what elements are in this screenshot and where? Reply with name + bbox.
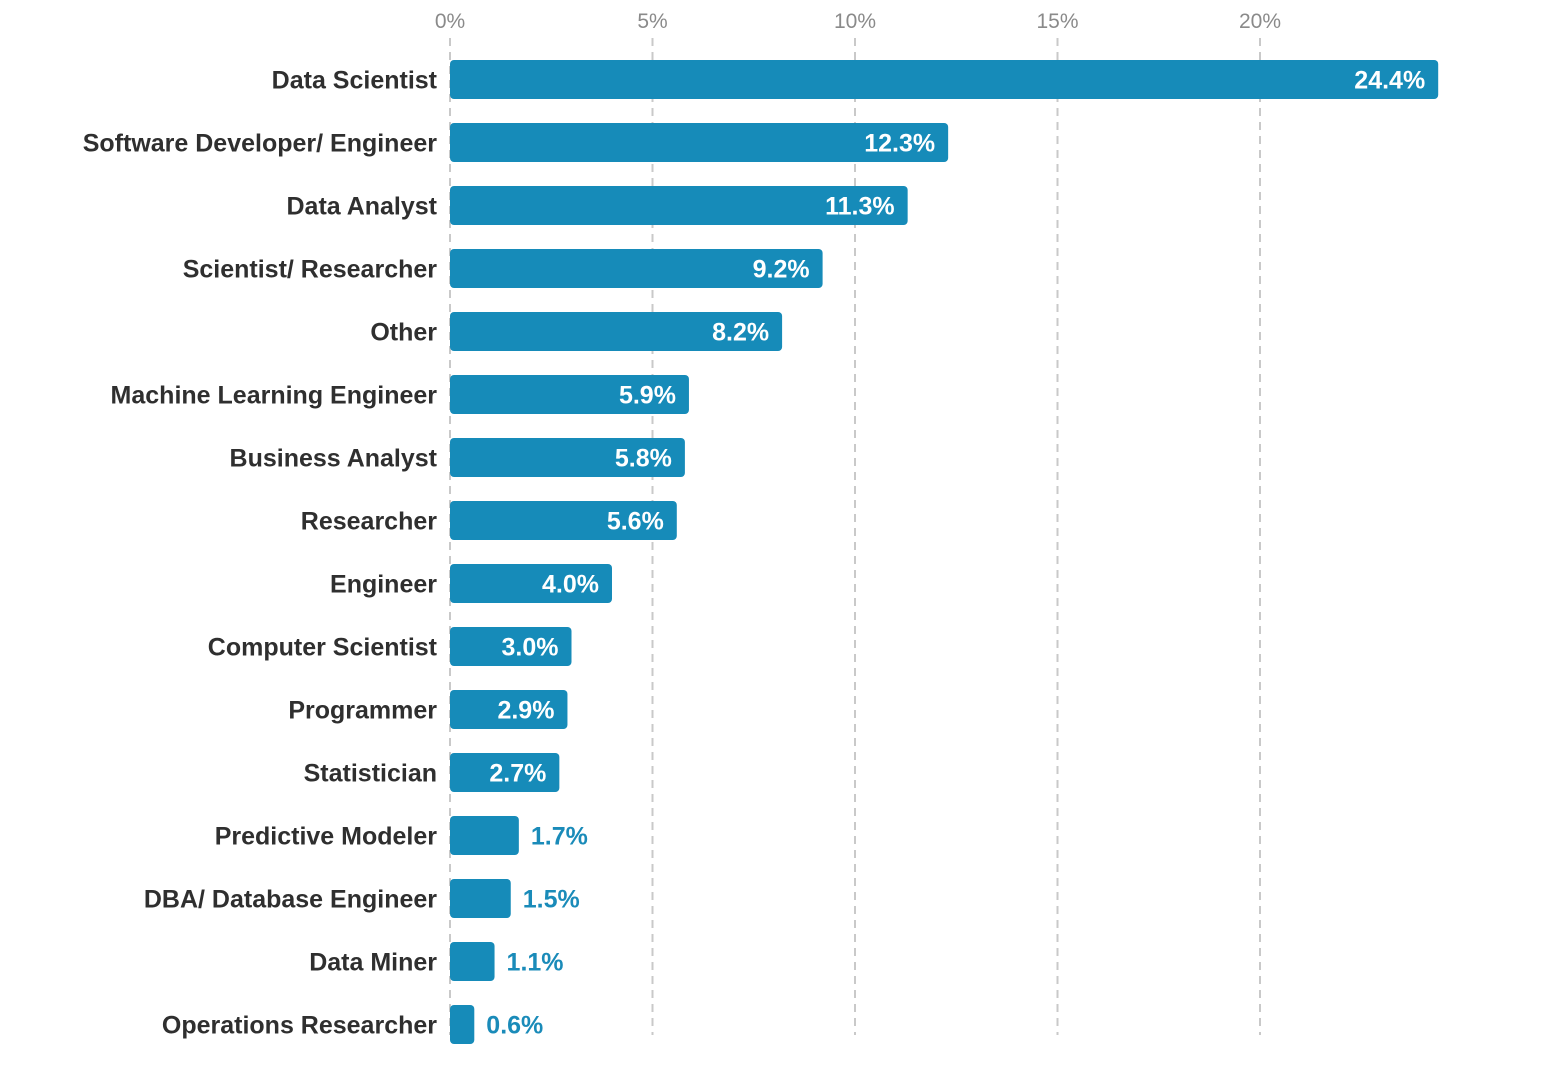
category-label: Software Developer/ Engineer — [83, 130, 438, 158]
gridlines — [449, 38, 1261, 1035]
bars — [450, 60, 1439, 1044]
bar — [450, 942, 495, 981]
bar — [450, 627, 572, 666]
bar — [450, 690, 568, 729]
value-label: 1.5% — [523, 886, 580, 914]
value-label: 3.0% — [502, 634, 559, 662]
value-label: 2.7% — [489, 760, 546, 788]
x-tick-label: 15% — [1036, 10, 1078, 33]
bar — [450, 123, 949, 162]
value-label: 1.7% — [531, 823, 588, 851]
bar — [450, 501, 677, 540]
value-label: 5.6% — [607, 508, 664, 536]
bar — [450, 564, 612, 603]
category-label: Data Analyst — [286, 193, 437, 221]
category-label: Predictive Modeler — [215, 823, 438, 851]
category-label: Computer Scientist — [208, 634, 438, 662]
x-tick-label: 0% — [435, 10, 465, 33]
category-label: Business Analyst — [230, 445, 438, 473]
bar — [450, 186, 908, 225]
category-label: Machine Learning Engineer — [111, 382, 438, 410]
value-label: 1.1% — [507, 949, 564, 977]
bar — [450, 249, 823, 288]
x-tick-label: 5% — [637, 10, 667, 33]
value-label: 5.8% — [615, 445, 672, 473]
bar — [450, 438, 685, 477]
value-label: 5.9% — [619, 382, 676, 410]
x-axis-ticks: 0% 5% 10% 15% 20% — [435, 10, 1281, 33]
bar — [450, 375, 689, 414]
x-tick-label: 10% — [834, 10, 876, 33]
category-label: Data Miner — [309, 949, 437, 977]
bar — [450, 1005, 475, 1044]
value-label: 9.2% — [753, 256, 810, 284]
category-label: Scientist/ Researcher — [183, 256, 438, 284]
value-label: 12.3% — [864, 130, 935, 158]
bar — [450, 753, 560, 792]
value-label: 4.0% — [542, 571, 599, 599]
category-label: Researcher — [301, 508, 437, 536]
value-label: 2.9% — [497, 697, 554, 725]
bar — [450, 60, 1439, 99]
bar — [450, 312, 783, 351]
value-label: 11.3% — [825, 193, 895, 221]
value-label: 8.2% — [712, 319, 769, 347]
x-tick-label: 20% — [1239, 10, 1281, 33]
category-label: Operations Researcher — [162, 1012, 437, 1040]
value-label: 24.4% — [1354, 67, 1425, 95]
bar — [450, 816, 519, 855]
category-labels: Data Scientist Software Developer/ Engine… — [83, 67, 438, 1040]
value-label: 0.6% — [486, 1012, 543, 1040]
category-label: Data Scientist — [272, 67, 438, 95]
category-label: Programmer — [288, 697, 437, 725]
category-label: Statistician — [304, 760, 437, 788]
bar — [450, 879, 511, 918]
category-label: DBA/ Database Engineer — [144, 886, 437, 914]
value-labels: 24.4% 12.3% 11.3% 9.2% 8.2% 5.9% 5.8% 5.6% 4.0% 3… — [486, 67, 1425, 1040]
category-label: Engineer — [330, 571, 437, 599]
category-label: Other — [370, 319, 437, 347]
